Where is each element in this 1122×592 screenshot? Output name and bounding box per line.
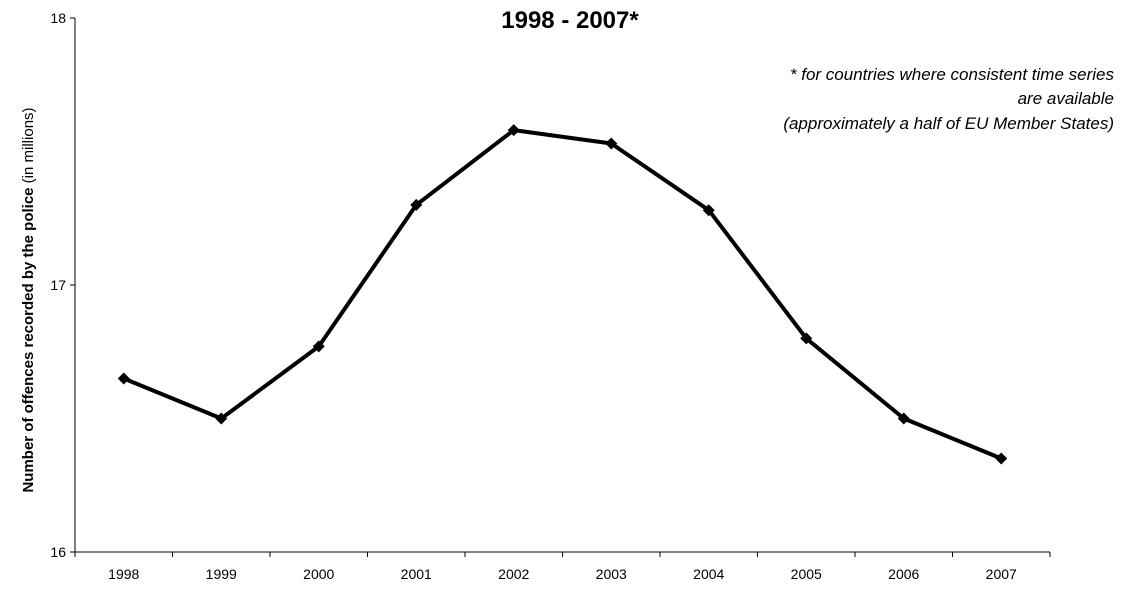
data-point-marker [995, 452, 1008, 465]
data-point-marker [897, 412, 910, 425]
x-tick-label: 1998 [108, 566, 139, 582]
footnote-line-2: are available [1018, 89, 1114, 108]
y-tick-label: 18 [50, 10, 66, 26]
series-layer [117, 124, 1008, 465]
x-tick-label: 2003 [596, 566, 627, 582]
data-point-marker [507, 124, 520, 137]
x-axis-ticks: 1998 1999 2000 2001 2002 2003 2004 2005 2006 2007 [74, 552, 1051, 582]
data-point-marker [312, 340, 325, 353]
y-axis-ticks: 16 17 18 [50, 10, 75, 560]
y-axis-label-main: Number of offences recorded by the polic… [20, 187, 37, 492]
x-tick-label: 1999 [206, 566, 237, 582]
y-axis-label: Number of offences recorded by the polic… [20, 107, 37, 492]
series-line [123, 128, 1003, 461]
data-point-marker [215, 412, 228, 425]
x-tick-label: 2000 [303, 566, 334, 582]
x-tick-label: 2004 [693, 566, 724, 582]
footnote-line-3: (approximately a half of EU Member State… [783, 114, 1114, 133]
x-tick-label: 2007 [986, 566, 1017, 582]
data-point-marker [800, 332, 813, 345]
data-point-marker [117, 372, 130, 385]
chart-title: 1998 - 2007* [501, 7, 639, 34]
footnote-line-1: * for countries where consistent time se… [790, 65, 1115, 84]
x-tick-label: 2006 [888, 566, 919, 582]
data-point-marker [605, 137, 618, 150]
y-axis-label-unit: (in millions) [20, 107, 37, 183]
x-tick-label: 2001 [401, 566, 432, 582]
y-tick-label: 16 [50, 544, 66, 560]
data-point-marker [702, 204, 715, 217]
x-tick-label: 2002 [498, 566, 529, 582]
y-tick-label: 17 [50, 277, 66, 293]
data-point-marker [410, 198, 423, 211]
x-tick-label: 2005 [791, 566, 822, 582]
